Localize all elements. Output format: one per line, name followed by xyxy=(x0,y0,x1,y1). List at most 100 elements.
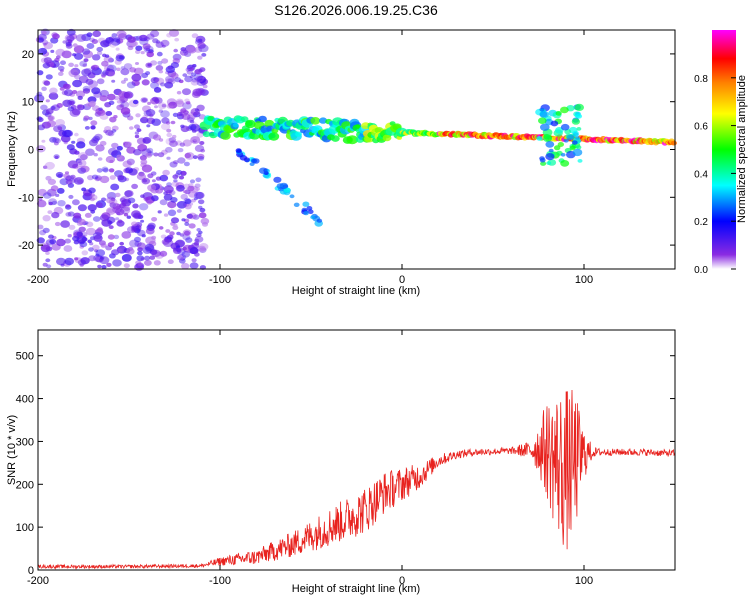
spectrogram-cell xyxy=(115,192,121,198)
spectrogram-cell xyxy=(43,42,53,50)
spectrogram-cell xyxy=(54,138,62,144)
spectrogram-cell xyxy=(85,148,95,156)
spectrogram-cell xyxy=(48,198,58,206)
spectrogram-cell xyxy=(170,217,180,224)
spectrogram-cell xyxy=(193,73,203,81)
spectrogram-cell xyxy=(536,136,543,141)
y-tick-label: 100 xyxy=(16,522,34,534)
spectrogram-cell xyxy=(76,141,86,149)
spectrogram-cell xyxy=(100,72,107,77)
spectrogram-cell xyxy=(42,40,49,45)
spectrogram-cell xyxy=(258,115,267,123)
spectrogram-cell xyxy=(545,141,555,148)
spectrogram-cell xyxy=(51,104,60,111)
spectrogram-cell xyxy=(73,212,82,219)
spectrogram-cell xyxy=(175,100,185,108)
spectrogram-cell xyxy=(91,174,99,180)
spectrogram-cell xyxy=(670,140,678,146)
spectrogram-cell xyxy=(173,48,178,53)
spectrogram-cell xyxy=(126,81,136,89)
spectrogram-cell xyxy=(86,221,94,228)
spectrogram-cell xyxy=(295,131,302,137)
y-tick-label: 0 xyxy=(28,145,34,157)
spectrogram-cell xyxy=(152,38,159,44)
spectrogram-cell xyxy=(68,69,79,78)
spectrogram-cell xyxy=(146,200,152,205)
colorbar-gradient xyxy=(712,30,736,269)
spectrogram-cell xyxy=(142,43,151,50)
spectrogram-cell xyxy=(184,152,192,159)
spectrogram-cell xyxy=(45,258,51,263)
spectrogram-cell xyxy=(72,199,80,206)
spectrogram-cell xyxy=(174,37,180,42)
spectrogram-cell xyxy=(161,104,167,108)
spectrogram-cell xyxy=(197,42,206,49)
spectrogram-cell xyxy=(189,120,195,124)
spectrogram-cell xyxy=(84,126,90,130)
x-tick-label: 100 xyxy=(575,274,593,286)
spectrogram-cell xyxy=(82,85,91,92)
spectrogram-cell xyxy=(198,38,203,42)
spectrogram-cell xyxy=(105,111,113,116)
spectrogram-cell xyxy=(74,64,79,68)
spectrogram-cell xyxy=(139,38,149,46)
spectrogram-cell xyxy=(198,44,209,53)
spectrogram-cell xyxy=(554,145,561,151)
spectrogram-cell xyxy=(154,97,163,104)
spectrogram-cell xyxy=(96,168,103,173)
spectrogram-cell xyxy=(54,155,59,159)
spectrogram-cell xyxy=(186,69,193,75)
spectrogram-cell xyxy=(166,98,177,106)
spectrogram-cell xyxy=(51,211,60,219)
spectrogram-cell xyxy=(198,205,203,210)
spectrogram-cell xyxy=(195,177,202,183)
spectrogram-cell xyxy=(147,173,154,179)
spectrogram-cell xyxy=(74,257,79,261)
y-tick-label: 10 xyxy=(22,97,34,109)
spectrogram-cell xyxy=(194,144,205,152)
spectrogram-cell xyxy=(127,45,134,51)
spectrogram-cell xyxy=(63,173,70,179)
spectrogram-cell xyxy=(149,113,154,118)
spectrogram-cell xyxy=(115,47,120,51)
spectrogram-cell xyxy=(310,117,321,125)
spectrogram-cell xyxy=(144,243,155,251)
spectrogram-cell xyxy=(132,203,139,209)
spectrogram-cell xyxy=(163,185,174,194)
spectrogram-cell xyxy=(48,234,54,239)
spectrogram-cell xyxy=(39,229,47,236)
spectrogram-cell xyxy=(42,227,50,234)
spectrogram-cell xyxy=(112,259,122,267)
spectrogram-cell xyxy=(166,33,173,38)
colorbar-label: Normalized spectral amplitude xyxy=(736,75,748,223)
spectrogram-cell xyxy=(133,149,142,156)
spectrogram-cell xyxy=(183,190,188,194)
spectrogram-cell xyxy=(109,202,117,208)
spectrogram-cell xyxy=(97,227,103,232)
spectrogram-cell xyxy=(145,109,156,117)
spectrogram-cell xyxy=(545,153,555,161)
spectrogram-cell xyxy=(127,226,137,234)
x-tick-label: 0 xyxy=(399,274,405,286)
spectrogram-cell xyxy=(560,106,569,114)
spectrogram-cell xyxy=(143,45,154,54)
spectrogram-cell xyxy=(82,63,88,68)
spectrogram-cell xyxy=(186,101,191,105)
spectrogram-cell xyxy=(127,197,136,204)
spectrogram-cell xyxy=(47,115,55,121)
spectrogram-cell xyxy=(116,245,127,254)
spectrogram-cell xyxy=(107,93,116,101)
spectrogram-cell xyxy=(185,67,191,72)
spectrogram-cell xyxy=(36,237,45,244)
spectrogram-cell xyxy=(67,234,72,238)
spectrogram-cell xyxy=(46,120,56,128)
spectrogram-cell xyxy=(91,39,99,44)
spectrogram-cell xyxy=(109,175,116,180)
spectrogram-cell xyxy=(147,101,152,105)
spectrogram-cell xyxy=(157,60,163,65)
spectrogram-cell xyxy=(107,208,114,214)
spectrogram-cell xyxy=(42,42,47,46)
spectrogram-cell xyxy=(80,165,90,173)
spectrogram-cell xyxy=(198,212,207,219)
spectrogram-cell xyxy=(244,119,256,129)
